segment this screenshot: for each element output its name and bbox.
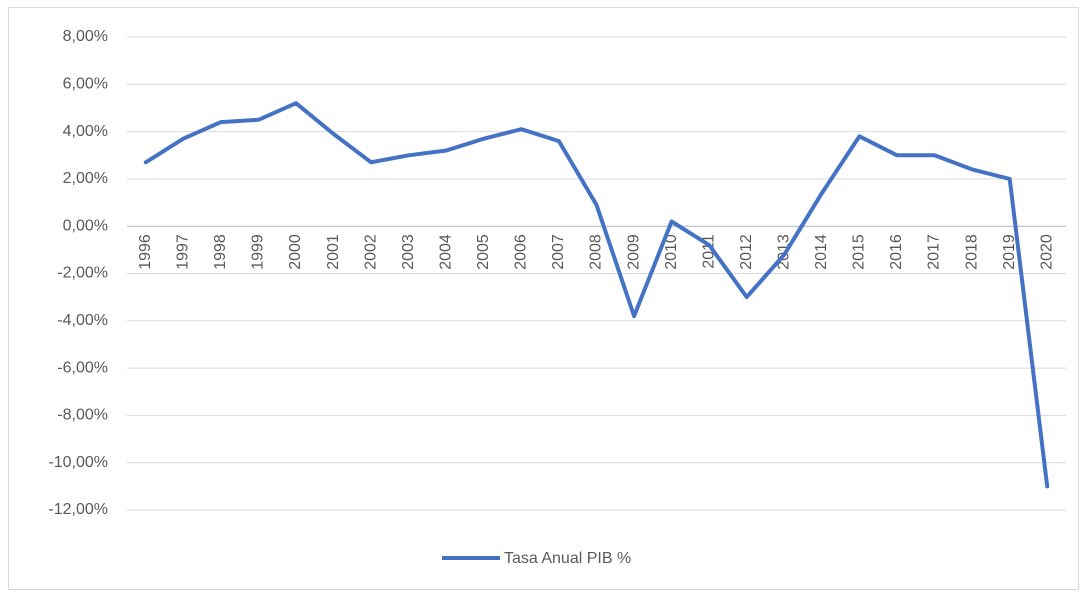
chart-frame [8, 7, 1079, 590]
x-tick-label: 2002 [362, 234, 379, 270]
x-tick-label: 2005 [475, 234, 492, 270]
x-tick-label: 2009 [625, 234, 642, 270]
x-tick-label: 2012 [738, 234, 755, 270]
y-tick-label: -8,00% [57, 407, 108, 424]
x-tick-label: 2000 [287, 234, 304, 270]
x-tick-label: 1999 [250, 234, 267, 270]
y-tick-label: -4,00% [57, 312, 108, 329]
y-tick-label: 0,00% [63, 217, 108, 234]
x-tick-label: 2016 [888, 234, 905, 270]
y-tick-label: -6,00% [57, 359, 108, 376]
x-tick-label: 2010 [663, 234, 680, 270]
x-tick-label: 2017 [926, 234, 943, 270]
y-tick-label: 8,00% [63, 28, 108, 45]
series-line [143, 101, 1050, 489]
x-tick-label: 2001 [325, 234, 342, 270]
y-tick-label: 4,00% [63, 123, 108, 140]
y-tick-label: -12,00% [48, 501, 108, 518]
x-tick-label: 2020 [1038, 234, 1055, 270]
y-tick-label: 6,00% [63, 76, 108, 93]
y-tick-label: 2,00% [63, 170, 108, 187]
x-tick-label: 1997 [175, 234, 192, 270]
x-tick-label: 2007 [550, 234, 567, 270]
x-tick-label: 2018 [963, 234, 980, 270]
x-tick-label: 2003 [400, 234, 417, 270]
x-tick-label: 2015 [851, 234, 868, 270]
x-tick-label: 2004 [437, 234, 454, 270]
y-tick-label: -2,00% [57, 265, 108, 282]
y-tick-label: -10,00% [48, 454, 108, 471]
x-tick-label: 2019 [1001, 234, 1018, 270]
x-tick-label: 2014 [813, 234, 830, 270]
legend-label: Tasa Anual PIB % [504, 550, 631, 567]
x-tick-label: 1996 [137, 234, 154, 270]
x-tick-label: 2008 [588, 234, 605, 270]
x-tick-label: 2006 [513, 234, 530, 270]
x-tick-label: 1998 [212, 234, 229, 270]
